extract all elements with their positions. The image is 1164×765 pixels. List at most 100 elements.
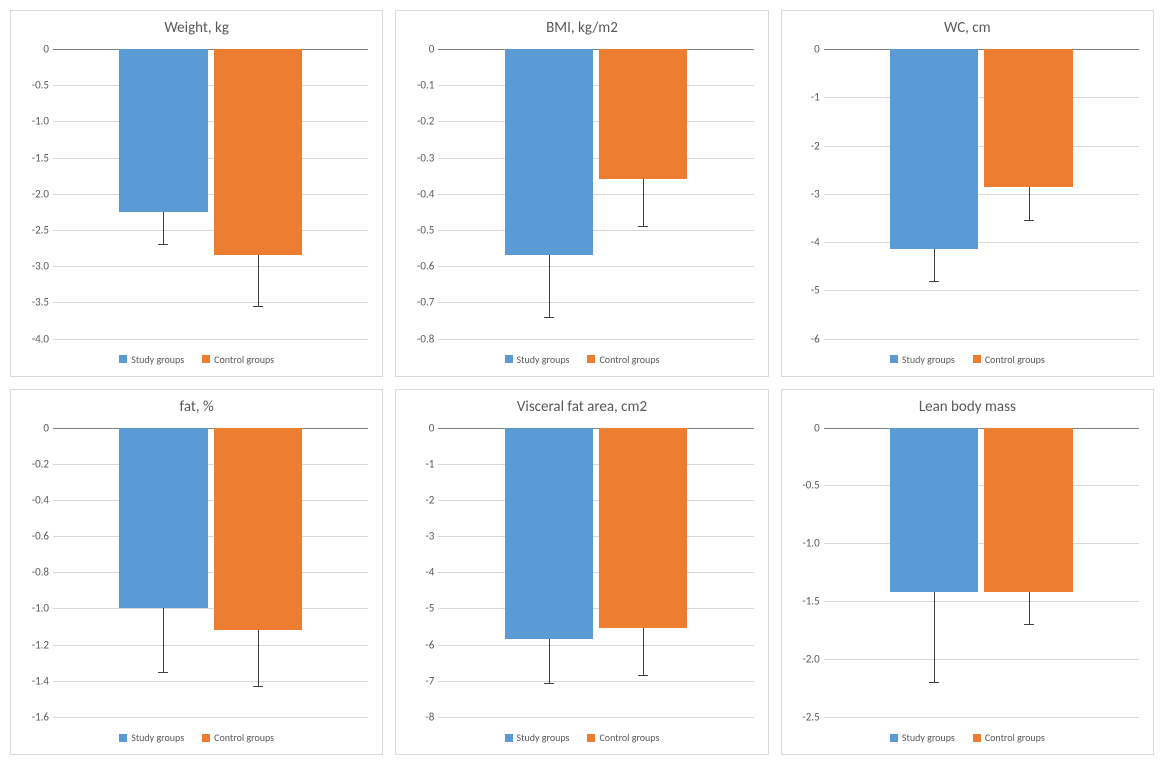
y-tick-label: -1 <box>425 457 434 470</box>
legend-swatch <box>973 355 981 363</box>
legend-label: Study groups <box>517 353 570 366</box>
chart-title: fat, % <box>11 390 382 420</box>
legend-label: Study groups <box>902 353 955 366</box>
y-tick-label: -3.5 <box>32 296 49 309</box>
legend-label: Control groups <box>599 353 659 366</box>
y-tick-label: -1.5 <box>32 151 49 164</box>
y-tick-label: -0.2 <box>32 457 49 470</box>
bar-control <box>599 428 687 629</box>
legend-swatch <box>587 734 595 742</box>
plot-area: 0-0.1-0.2-0.3-0.4-0.5-0.6-0.7-0.8 <box>400 45 757 343</box>
gridline <box>53 194 368 195</box>
error-cap-control <box>1024 624 1034 625</box>
plot-area: 0-0.5-1.0-1.5-2.0-2.5 <box>786 424 1143 722</box>
gridline <box>438 85 753 86</box>
y-tick-label: -4 <box>811 236 820 249</box>
error-bar-control <box>643 179 644 226</box>
gridline <box>53 536 368 537</box>
gridline <box>438 608 753 609</box>
legend-item-study: Study groups <box>505 353 570 366</box>
y-tick-label: -6 <box>425 638 434 651</box>
legend-swatch <box>202 355 210 363</box>
y-tick-label: -0.3 <box>417 151 434 164</box>
y-tick-label: -1.5 <box>802 595 819 608</box>
y-tick-label: -1.0 <box>32 602 49 615</box>
y-tick-label: -2.5 <box>32 223 49 236</box>
legend-label: Study groups <box>131 731 184 744</box>
legend-swatch <box>505 734 513 742</box>
error-bar-control <box>258 255 259 306</box>
chart-panel: BMI, kg/m2 0-0.1-0.2-0.3-0.4-0.5-0.6-0.7-… <box>395 10 768 377</box>
gridline <box>438 158 753 159</box>
legend-item-study: Study groups <box>890 731 955 744</box>
error-bar-control <box>1029 187 1030 221</box>
gridline <box>824 601 1139 602</box>
y-tick-label: -0.7 <box>417 296 434 309</box>
gridline <box>53 121 368 122</box>
legend: Study groups Control groups <box>396 347 767 376</box>
y-tick-label: -5 <box>811 284 820 297</box>
bar-study <box>505 49 593 255</box>
gridline <box>438 230 753 231</box>
y-tick-label: -0.2 <box>417 115 434 128</box>
y-tick-label: 0 <box>429 43 435 56</box>
y-tick-label: -0.4 <box>417 187 434 200</box>
legend-swatch <box>202 734 210 742</box>
gridline <box>438 266 753 267</box>
y-tick-label: -3.0 <box>32 260 49 273</box>
y-tick-label: -2.0 <box>802 653 819 666</box>
legend-swatch <box>587 355 595 363</box>
bar-study <box>119 428 207 609</box>
legend-item-control: Control groups <box>587 731 659 744</box>
legend: Study groupsControl groups <box>11 725 382 754</box>
legend-label: Control groups <box>985 353 1045 366</box>
error-bar-study <box>934 592 935 682</box>
gridline <box>53 681 368 682</box>
plot: 0-0.2-0.4-0.6-0.8-1.0-1.2-1.4-1.6 <box>53 428 368 718</box>
gridline <box>53 302 368 303</box>
chart-title: BMI, kg/m2 <box>396 11 767 41</box>
chart-panel: WC, cm0-1-2-3-4-5-6Study groupsControl g… <box>781 10 1154 377</box>
y-tick-label: -0.5 <box>417 223 434 236</box>
gridline <box>438 500 753 501</box>
y-tick-label: -5 <box>425 602 434 615</box>
plot: 0-0.1-0.2-0.3-0.4-0.5-0.6-0.7-0.8 <box>438 49 753 339</box>
gridline <box>53 158 368 159</box>
plot-area: 0-0.2-0.4-0.6-0.8-1.0-1.2-1.4-1.6 <box>15 424 372 722</box>
gridline <box>53 85 368 86</box>
plot-area: 0-1-2-3-4-5-6 <box>786 45 1143 343</box>
gridline <box>438 302 753 303</box>
y-tick-label: -1.0 <box>802 537 819 550</box>
y-tick-label: -1 <box>811 91 820 104</box>
axis-baseline <box>438 49 753 50</box>
plot: 0-1-2-3-4-5-6-7-8 <box>438 428 753 718</box>
y-tick-label: -8 <box>425 711 434 724</box>
y-tick-label: 0 <box>814 421 820 434</box>
y-tick-label: -2 <box>811 139 820 152</box>
legend-item-study: Study groups <box>890 353 955 366</box>
bar-study <box>119 49 207 212</box>
gridline <box>438 121 753 122</box>
plot: 0-0.5-1.0-1.5-2.0-2.5 <box>824 428 1139 718</box>
gridline <box>53 464 368 465</box>
error-bar-control <box>643 628 644 675</box>
legend-swatch <box>505 355 513 363</box>
gridline <box>438 717 753 718</box>
chart-grid: Weight, kg0-0.5-1.0-1.5-2.0-2.5-3.0-3.5-… <box>10 10 1154 755</box>
legend-swatch <box>973 734 981 742</box>
error-cap-study <box>544 683 554 684</box>
axis-baseline <box>53 49 368 50</box>
gridline <box>438 645 753 646</box>
y-tick-label: -3 <box>811 187 820 200</box>
gridline <box>824 543 1139 544</box>
legend-swatch <box>119 355 127 363</box>
chart-title: WC, cm <box>782 11 1153 41</box>
gridline <box>824 290 1139 291</box>
legend: Study groupsControl groups <box>396 725 767 754</box>
plot-area: 0-1-2-3-4-5-6-7-8 <box>400 424 757 722</box>
y-tick-label: -2.5 <box>802 711 819 724</box>
error-cap-control <box>638 226 648 227</box>
y-tick-label: -4.0 <box>32 332 49 345</box>
y-tick-label: -0.6 <box>32 530 49 543</box>
gridline <box>438 339 753 340</box>
